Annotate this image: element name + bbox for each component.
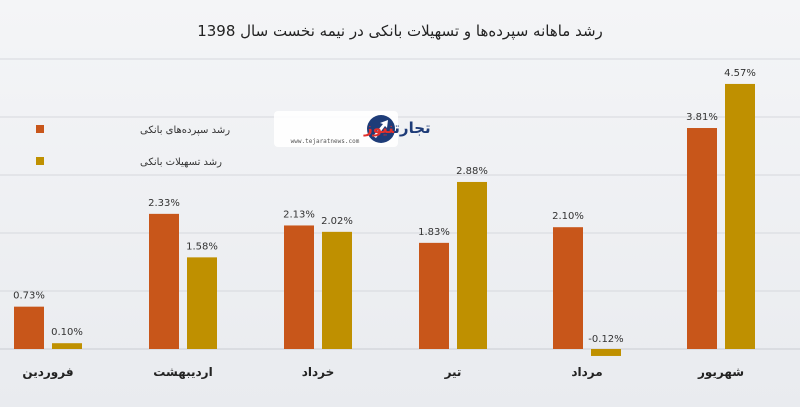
bar-deposits	[687, 128, 717, 349]
data-label: 0.73%	[13, 291, 45, 302]
data-label: 2.13%	[283, 209, 315, 220]
bar-loans	[187, 257, 217, 349]
bar-deposits	[284, 225, 314, 349]
legend-label: رشد سپرده‌های بانکی	[140, 125, 230, 136]
data-label: 2.02%	[321, 216, 353, 227]
data-label: 1.58%	[186, 241, 218, 252]
bar-loans	[52, 343, 82, 349]
data-label: 2.88%	[456, 166, 488, 177]
category-label: فروردین	[22, 365, 73, 380]
grid	[0, 58, 800, 350]
bars: 0.73% 0.10% فروردین 2.33% 1.58% اردیبهشت 2.13%…	[13, 68, 756, 380]
bar-loans	[322, 231, 352, 349]
data-label: 3.81%	[686, 112, 718, 123]
data-label: -0.12%	[588, 334, 623, 345]
bar-deposits	[149, 213, 179, 349]
bar-deposits	[419, 242, 449, 349]
data-label: 0.10%	[51, 327, 83, 338]
legend-swatch	[36, 125, 44, 133]
bar-deposits	[14, 306, 44, 349]
logo-background	[274, 111, 398, 147]
legend: رشد سپرده‌های بانکی رشد تسهیلات بانکی	[36, 125, 230, 168]
tejaratnews-logo: تجارتنیوز www.tejaratnews.com	[274, 111, 431, 147]
logo-name: تجارتنیوز	[363, 119, 431, 137]
legend-label: رشد تسهیلات بانکی	[140, 157, 222, 168]
category-label: شهریور	[697, 365, 744, 380]
logo-url: www.tejaratnews.com	[291, 138, 360, 145]
bar-loans	[457, 181, 487, 349]
legend-swatch	[36, 157, 44, 165]
category-label: تیر	[444, 365, 462, 379]
bar-loans	[591, 349, 621, 356]
data-label: 2.33%	[148, 198, 180, 209]
arrow-icon	[373, 120, 388, 138]
category-label: مرداد	[571, 365, 602, 379]
category-label: خرداد	[302, 365, 335, 379]
data-label: 4.57%	[724, 68, 756, 79]
category-label: اردیبهشت	[153, 365, 212, 379]
bar-deposits	[553, 227, 583, 349]
data-label: 2.10%	[552, 211, 584, 222]
data-label: 1.83%	[418, 227, 450, 238]
chart-title: رشد ماهانه سپرده‌ها و تسهیلات بانکی در ن…	[197, 22, 603, 41]
bar-loans	[725, 83, 755, 349]
